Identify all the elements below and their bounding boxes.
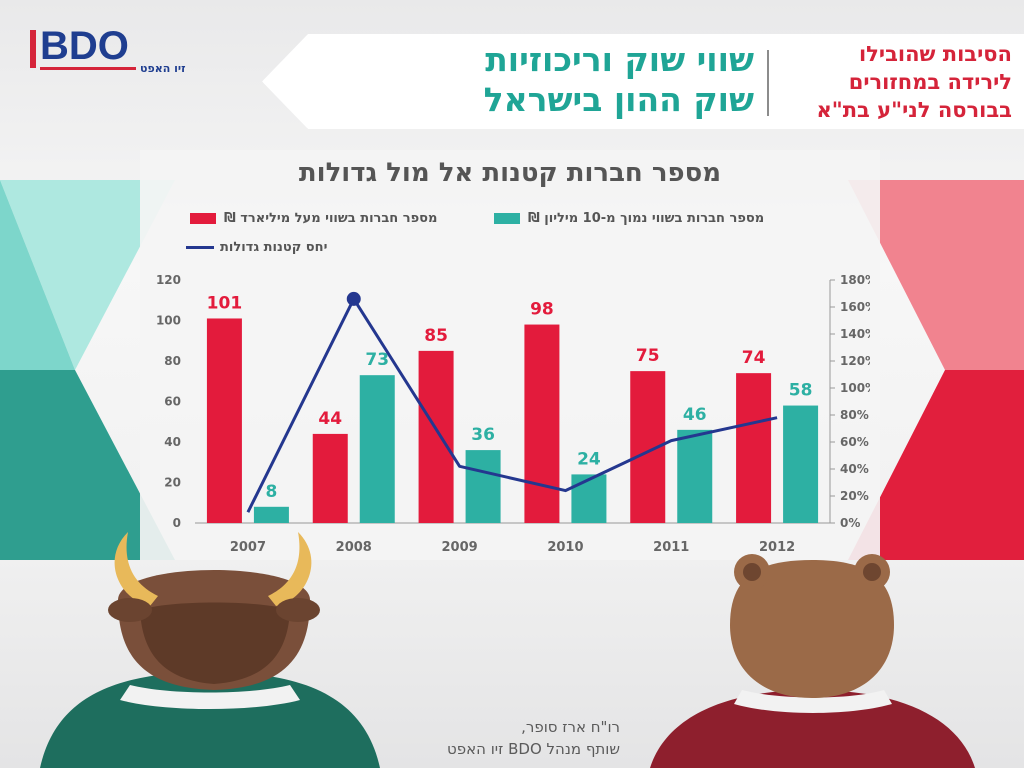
data-label-small: 46 [683, 405, 707, 425]
legend-swatch-small [494, 213, 520, 224]
y-tick-right: 40% [840, 462, 869, 476]
y-tick-right: 20% [840, 489, 869, 503]
data-label-small: 36 [471, 425, 495, 445]
bull-illustration [40, 532, 380, 768]
x-tick-label: 2011 [653, 540, 689, 555]
bar-large [206, 318, 242, 523]
logo-mark [30, 30, 36, 68]
banner-title-line2: שוק ההון בישראל [483, 80, 754, 119]
y-tick-left: 40 [164, 435, 181, 449]
left-teal-shape-dark [0, 370, 175, 560]
header-banner [262, 34, 1024, 129]
bar-large [524, 324, 560, 523]
bar-small [677, 429, 713, 523]
bar-small [783, 405, 819, 523]
banner-subtitle-line3: בבורסה לני"ע בת"א [816, 98, 1012, 122]
banner-subtitle: הסיבות שהובילו לירידה במחזורים בבורסה לנ… [772, 40, 1012, 124]
y-tick-right: 80% [840, 408, 869, 422]
y-tick-right: 120% [840, 354, 870, 368]
bar-small [465, 450, 501, 523]
data-label-large: 101 [207, 293, 243, 313]
y-tick-right: 160% [840, 300, 870, 314]
combo-chart: 0 20 40 60 80 100 120 0% 20% 40% 60% 80% 100% 120% 140… [156, 273, 870, 555]
data-label-small: 24 [577, 449, 601, 469]
y-tick-left: 60 [164, 395, 181, 409]
x-tick-label: 2008 [336, 540, 372, 555]
data-label-large: 98 [530, 300, 554, 320]
x-tick-label: 2012 [759, 540, 795, 555]
bar-small [359, 375, 395, 523]
data-label-large: 85 [424, 326, 448, 346]
banner-subtitle-line1: הסיבות שהובילו [858, 42, 1012, 66]
logo-underline [40, 67, 136, 70]
y-tick-left: 100 [156, 314, 181, 328]
x-tick-label: 2007 [230, 540, 266, 555]
ratio-line [246, 297, 778, 513]
data-label-small: 73 [365, 350, 389, 370]
data-label-large: 74 [742, 348, 766, 368]
left-teal-shape-mid [0, 180, 75, 370]
logo: BDO [40, 24, 129, 68]
legend-item-small: מספר חברות בשווי נמוך מ-10 מיליון ₪ [494, 211, 764, 226]
presenter-credit: רו"ח ארז סופר, שותף מנהל BDO זיו האפט [340, 716, 620, 760]
left-teal-shape-light [0, 180, 175, 370]
data-label-small: 58 [789, 381, 813, 401]
bar-large [418, 350, 454, 523]
legend-label-large: מספר חברות בשווי מעל מיליארד ₪ [224, 211, 438, 226]
banner-subtitle-line2: לירידה במחזורים [848, 70, 1012, 94]
y-tick-right: 180% [840, 273, 870, 287]
y-tick-left: 120 [156, 273, 181, 287]
ratio-peak-marker [346, 291, 361, 306]
y-tick-left: 80 [164, 354, 181, 368]
presenter-line1: רו"ח ארז סופר, [521, 718, 620, 736]
right-red-shape-dark [848, 370, 1024, 560]
y-tick-left: 0 [173, 516, 181, 530]
y-tick-right: 0% [840, 516, 860, 530]
right-red-shape-light [848, 180, 1024, 370]
legend-item-large: מספר חברות בשווי מעל מיליארד ₪ [190, 211, 437, 226]
bear-illustration [650, 554, 975, 768]
banner-divider [767, 50, 769, 116]
presenter-line2: שותף מנהל BDO זיו האפט [447, 740, 620, 758]
data-label-small: 8 [265, 482, 277, 502]
legend-label-ratio: יחס קטנות גדולות [220, 240, 328, 255]
bar-large [312, 433, 348, 523]
y-tick-right: 60% [840, 435, 869, 449]
bar-small [571, 474, 607, 523]
legend-label-small: מספר חברות בשווי נמוך מ-10 מיליון ₪ [528, 211, 765, 226]
legend-item-ratio: יחס קטנות גדולות [186, 240, 327, 255]
data-label-large: 75 [636, 346, 660, 366]
bar-large [736, 373, 772, 523]
x-tick-label: 2010 [547, 540, 583, 555]
y-tick-left: 20 [164, 476, 181, 490]
bar-small [253, 506, 289, 523]
y-tick-right: 100% [840, 381, 870, 395]
y-tick-right: 140% [840, 327, 870, 341]
legend-line-ratio [186, 246, 214, 249]
chart-title: מספר חברות קטנות אל מול גדולות [298, 158, 722, 188]
banner-title-line1: שווי שוק וריכוזיות [485, 40, 754, 79]
legend-swatch-large [190, 213, 216, 224]
logo-subtitle: זיו האפט [140, 62, 186, 75]
banner-title: שווי שוק וריכוזיות שוק ההון בישראל [334, 40, 754, 120]
x-tick-label: 2009 [441, 540, 477, 555]
data-label-large: 44 [318, 409, 342, 429]
